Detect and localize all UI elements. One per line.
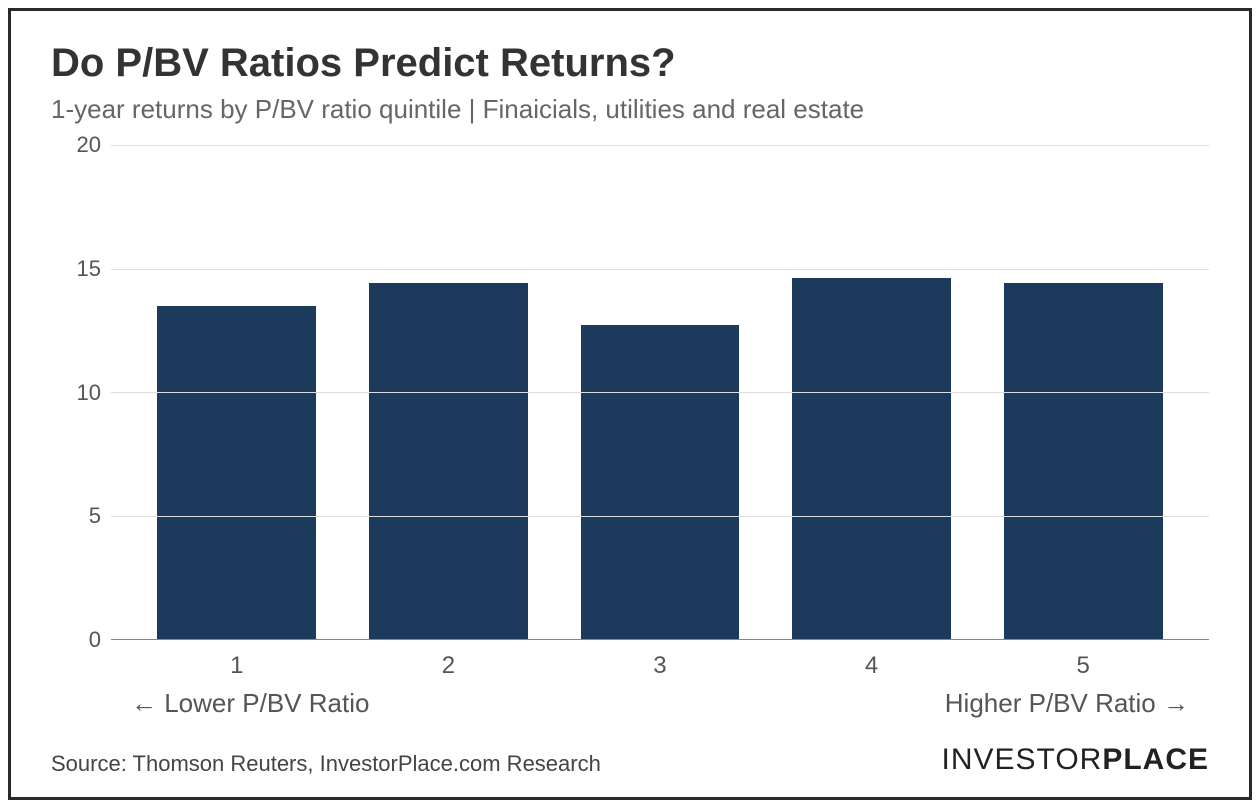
chart-title: Do P/BV Ratios Predict Returns? [51,41,1209,86]
footer: Source: Thomson Reuters, InvestorPlace.c… [51,743,1209,777]
gridline [111,269,1209,270]
y-tick-label: 0 [89,627,101,653]
chart-subtitle: 1-year returns by P/BV ratio quintile | … [51,94,1209,125]
y-tick-label: 10 [77,380,101,406]
chart-area: 05101520 [51,145,1209,640]
brand-bold: PLACE [1102,743,1209,776]
y-tick-label: 15 [77,256,101,282]
x-tick-label: 5 [977,652,1189,680]
y-tick-label: 5 [89,503,101,529]
x-axis-label-left: ← Lower P/BV Ratio [131,688,369,719]
brand-logo: INVESTORPLACE [942,743,1210,777]
gridline [111,392,1209,393]
y-axis: 05101520 [51,145,111,640]
x-axis-label-right: Higher P/BV Ratio → [945,688,1189,719]
brand-light: INVESTOR [942,743,1103,776]
x-axis-labels: ← Lower P/BV Ratio Higher P/BV Ratio → [111,688,1209,719]
bar [792,278,951,639]
x-tick-label: 3 [554,652,766,680]
x-tick-label: 2 [343,652,555,680]
gridline [111,145,1209,146]
bar [369,283,528,639]
x-axis: 12345 [111,652,1209,680]
chart-frame: Do P/BV Ratios Predict Returns? 1-year r… [8,8,1252,800]
plot-area [111,145,1209,640]
bar [157,306,316,639]
x-tick-label: 1 [131,652,343,680]
y-tick-label: 20 [77,132,101,158]
bar [581,325,740,639]
bar [1004,283,1163,639]
gridline [111,516,1209,517]
x-tick-label: 4 [766,652,978,680]
source-text: Source: Thomson Reuters, InvestorPlace.c… [51,751,601,777]
